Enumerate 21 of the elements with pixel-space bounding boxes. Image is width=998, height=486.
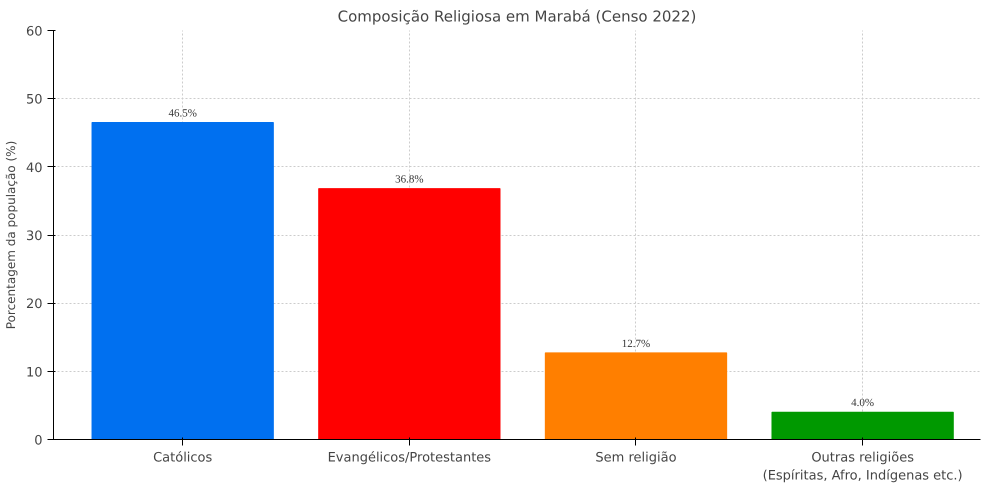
x-tick-label: Evangélicos/Protestantes bbox=[328, 450, 492, 466]
y-tick-label: 0 bbox=[34, 434, 43, 448]
y-tick-label: 40 bbox=[26, 160, 43, 176]
x-tick-label: Sem religião bbox=[595, 450, 677, 466]
chart-title: Composição Religiosa em Marabá (Censo 2022) bbox=[338, 8, 696, 26]
data-label: 36.8% bbox=[395, 174, 424, 186]
y-tick-label: 30 bbox=[26, 229, 43, 244]
bar bbox=[771, 412, 954, 440]
y-tick-label: 50 bbox=[26, 92, 43, 108]
x-tick-label: Outras religiões (Espíritas, Afro, Indígenas etc.) bbox=[762, 450, 963, 484]
data-label: 46.5% bbox=[168, 108, 197, 120]
x-tick-label: Católicos bbox=[153, 450, 213, 466]
y-tick-label: 60 bbox=[26, 24, 43, 40]
data-label: 12.7% bbox=[622, 338, 650, 350]
y-tick-label: 10 bbox=[26, 365, 43, 380]
bar bbox=[92, 122, 274, 440]
data-label: 4.0% bbox=[851, 397, 874, 410]
bar bbox=[544, 352, 728, 440]
y-axis-title: Porcentagem da população (%) bbox=[4, 140, 18, 330]
bar bbox=[318, 188, 500, 440]
y-tick-label: 20 bbox=[26, 297, 43, 312]
